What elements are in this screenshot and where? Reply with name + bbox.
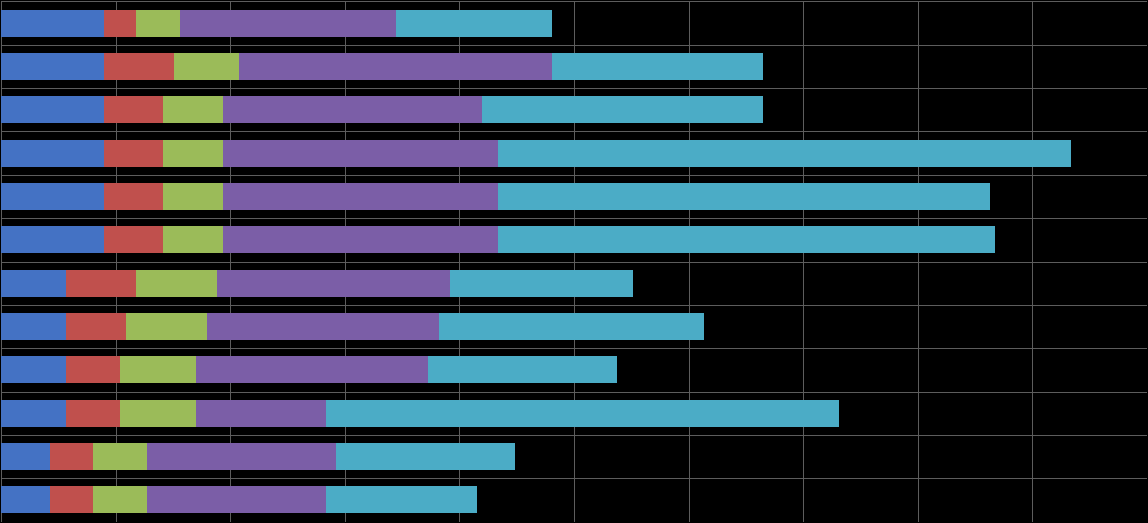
Bar	[67, 313, 125, 340]
Bar	[223, 140, 498, 166]
Bar	[137, 9, 179, 37]
Bar	[137, 270, 217, 297]
Bar	[1, 400, 67, 427]
Bar	[1, 270, 67, 297]
Bar	[207, 313, 439, 340]
Bar	[498, 140, 1071, 166]
Bar	[174, 53, 239, 80]
Bar	[450, 270, 634, 297]
Bar	[163, 96, 223, 123]
Bar	[104, 9, 137, 37]
Bar	[498, 226, 995, 253]
Bar	[1, 140, 104, 166]
Bar	[223, 226, 498, 253]
Bar	[1, 486, 51, 514]
Bar	[179, 9, 396, 37]
Bar	[1, 9, 104, 37]
Bar	[439, 313, 704, 340]
Bar	[223, 96, 482, 123]
Bar	[104, 53, 174, 80]
Bar	[67, 357, 121, 383]
Bar	[336, 443, 514, 470]
Bar	[196, 400, 326, 427]
Bar	[196, 357, 428, 383]
Bar	[51, 443, 93, 470]
Bar	[67, 400, 121, 427]
Bar	[1, 183, 104, 210]
Bar	[1, 443, 51, 470]
Bar	[121, 400, 196, 427]
Bar	[1, 53, 104, 80]
Bar	[326, 400, 839, 427]
Bar	[498, 183, 990, 210]
Bar	[51, 486, 93, 514]
Bar	[482, 96, 763, 123]
Bar	[223, 183, 498, 210]
Bar	[121, 357, 196, 383]
Bar	[1, 313, 67, 340]
Bar	[1, 96, 104, 123]
Bar	[1, 226, 104, 253]
Bar	[239, 53, 552, 80]
Bar	[104, 140, 163, 166]
Bar	[104, 183, 163, 210]
Bar	[428, 357, 618, 383]
Bar	[163, 226, 223, 253]
Bar	[326, 486, 476, 514]
Bar	[1, 357, 67, 383]
Bar	[104, 226, 163, 253]
Bar	[552, 53, 763, 80]
Bar	[217, 270, 450, 297]
Bar	[396, 9, 552, 37]
Bar	[67, 270, 137, 297]
Bar	[93, 486, 147, 514]
Bar	[147, 486, 326, 514]
Bar	[163, 183, 223, 210]
Bar	[104, 96, 163, 123]
Bar	[163, 140, 223, 166]
Bar	[147, 443, 336, 470]
Bar	[125, 313, 207, 340]
Bar	[93, 443, 147, 470]
